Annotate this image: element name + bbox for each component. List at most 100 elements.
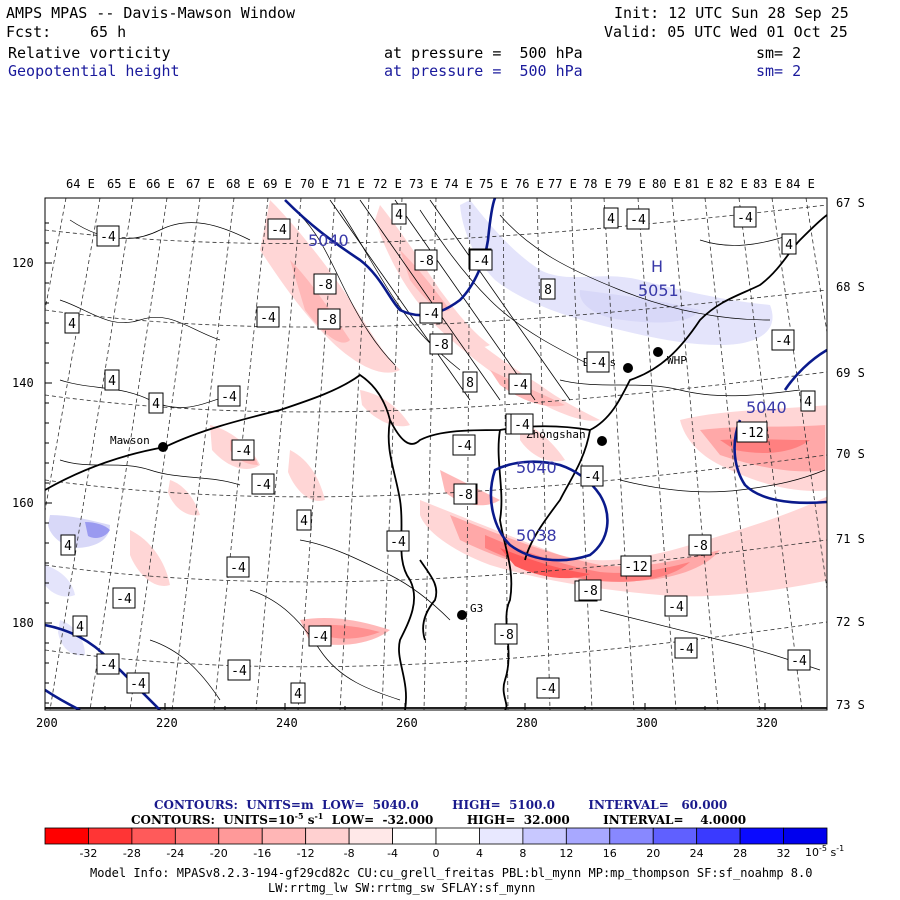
height-label: 5040 — [516, 458, 557, 477]
lon-label: 70 E — [300, 177, 329, 191]
colorbar-segment — [739, 827, 784, 845]
svg-text:-8: -8 — [317, 278, 333, 293]
svg-text:-4: -4 — [390, 535, 406, 550]
vorticity-label: 4 — [603, 207, 619, 229]
svg-text:4: 4 — [64, 539, 72, 554]
colorbar-label: -24 — [166, 847, 184, 860]
station-label-zhongshan: Zhongshan — [526, 428, 586, 441]
svg-text:-4: -4 — [230, 561, 246, 576]
station-marker — [457, 610, 467, 620]
svg-text:-4: -4 — [255, 478, 271, 493]
lat-label: 69 S — [836, 366, 865, 380]
field2-level: at pressure = 500 hPa — [384, 62, 583, 80]
colorbar-segment — [565, 827, 611, 845]
vorticity-label: -4 — [586, 351, 610, 373]
map-frame-bg — [45, 198, 827, 710]
colorbar-label: 28 — [733, 847, 747, 860]
station-marker — [158, 442, 168, 452]
vorticity-label: 4 — [104, 369, 120, 391]
svg-text:4: 4 — [294, 687, 302, 702]
colorbar-segment — [522, 827, 567, 845]
colorbar: -32 -28 -24 -20 -16 -12 -8 -4 0 4 8 12 16 20 24 28 32 — [44, 827, 828, 860]
height-label: 5038 — [516, 526, 557, 545]
vorticity-label: -4 — [664, 595, 688, 617]
svg-text:-4: -4 — [456, 439, 472, 454]
vorticity-label: -4 — [231, 439, 255, 461]
forecast-hour: 65 h — [90, 23, 127, 41]
map-title: AMPS MPAS -- Davis-Mawson Window — [6, 4, 295, 22]
longitude-labels: 64 E 65 E 66 E 67 E 68 E 69 E 70 E 71 E … — [66, 177, 815, 191]
svg-text:-8: -8 — [321, 313, 337, 328]
vorticity-contour-legend: CONTOURS: UNITS=10-5 s-1 LOW= -32.000 HI… — [131, 811, 747, 827]
vorticity-label: -4 — [536, 677, 560, 699]
svg-text:-4: -4 — [512, 378, 528, 393]
colorbar-label: 16 — [603, 847, 617, 860]
colorbar-segment — [218, 827, 263, 845]
lon-label: 78 E — [583, 177, 612, 191]
y-tick-label: 140 — [12, 376, 34, 390]
colorbar-label: -28 — [123, 847, 141, 860]
vorticity-label: -4 — [626, 208, 650, 230]
vorticity-label: -4 — [469, 249, 493, 271]
vorticity-label: -4 — [227, 659, 251, 681]
height-contour-legend: CONTOURS: UNITS=m LOW= 5040.0 HIGH= 5100… — [154, 798, 728, 812]
svg-text:8: 8 — [544, 283, 552, 298]
lon-label: 84 E — [786, 177, 815, 191]
latitude-labels: 67 S 68 S 69 S 70 S 71 S 72 S 73 S — [836, 196, 865, 712]
init-time: Init: 12 UTC Sun 28 Sep 25 — [614, 4, 849, 22]
vorticity-label: -4 — [267, 218, 291, 240]
vorticity-label: -4 — [510, 413, 534, 435]
field1-name: Relative vorticity — [8, 44, 171, 62]
svg-text:-4: -4 — [590, 356, 606, 371]
colorbar-segment — [44, 827, 89, 845]
station-label-mawson: Mawson — [110, 434, 150, 447]
lon-label: 82 E — [719, 177, 748, 191]
colorbar-segment — [435, 827, 480, 845]
vorticity-label: 4 — [296, 509, 312, 531]
svg-text:-4: -4 — [678, 642, 694, 657]
vorticity-label: -4 — [508, 373, 532, 395]
station-label-whp: WHP — [667, 354, 687, 367]
svg-text:-4: -4 — [235, 444, 251, 459]
svg-text:-4: -4 — [423, 307, 439, 322]
y-tick-label: 160 — [12, 496, 34, 510]
vorticity-label: -4 — [217, 385, 241, 407]
svg-text:-4: -4 — [473, 254, 489, 269]
vorticity-label: -4 — [452, 434, 476, 456]
x-tick-label: 220 — [156, 716, 178, 730]
station-label-g3: G3 — [470, 602, 483, 615]
colorbar-segment — [348, 827, 393, 845]
height-label: 5051 — [638, 281, 679, 300]
lon-label: 73 E — [409, 177, 438, 191]
y-tick-label: 120 — [12, 256, 34, 270]
vorticity-label: 4 — [290, 682, 306, 704]
svg-text:-4: -4 — [260, 311, 276, 326]
svg-text:-4: -4 — [584, 470, 600, 485]
station-marker — [597, 436, 607, 446]
lat-label: 73 S — [836, 698, 865, 712]
vorticity-label: 8 — [540, 278, 556, 300]
colorbar-segment — [783, 827, 828, 845]
lat-label: 72 S — [836, 615, 865, 629]
lon-label: 68 E — [226, 177, 255, 191]
svg-text:4: 4 — [68, 317, 76, 332]
map-frame — [44, 197, 828, 711]
lon-label: 75 E — [479, 177, 508, 191]
colorbar-label: -32 — [79, 847, 97, 860]
colorbar-label: 20 — [646, 847, 660, 860]
colorbar-label: 24 — [690, 847, 704, 860]
y-tick-label: 180 — [12, 616, 34, 630]
stations — [158, 347, 663, 620]
svg-text:-8: -8 — [582, 584, 598, 599]
colorbar-segment — [174, 827, 220, 845]
vorticity-label: 4 — [148, 392, 164, 414]
svg-text:-8: -8 — [418, 254, 434, 269]
coastline — [45, 214, 827, 710]
vorticity-label: -4 — [771, 329, 795, 351]
colorbar-units: 10-5 s-1 — [805, 844, 844, 859]
height-label: 5040 — [308, 231, 349, 250]
vorticity-label: -4 — [308, 625, 332, 647]
colorbar-segment — [652, 827, 698, 845]
vorticity-label: -4 — [256, 306, 280, 328]
vorticity-label: -4 — [733, 206, 757, 228]
